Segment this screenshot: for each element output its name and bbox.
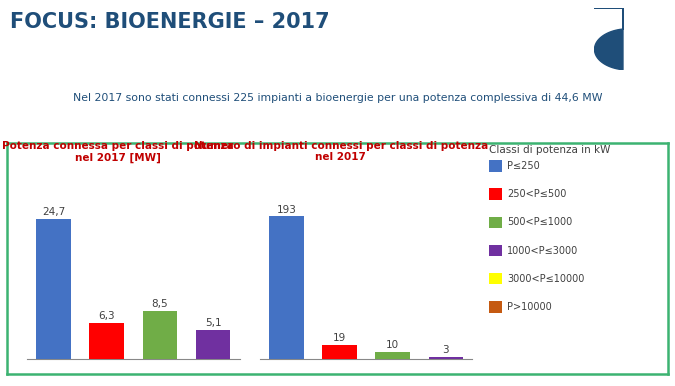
Text: 19: 19 [333, 333, 346, 343]
Text: 8,5: 8,5 [152, 299, 168, 309]
Text: Potenza connessa per classi di potenza
nel 2017 [MW]: Potenza connessa per classi di potenza n… [2, 141, 234, 163]
Text: 500<P≤1000: 500<P≤1000 [507, 217, 572, 227]
Text: 5,1: 5,1 [205, 318, 221, 328]
Text: 6,3: 6,3 [99, 312, 115, 321]
Text: FOCUS: BIOENERGIE – 2017: FOCUS: BIOENERGIE – 2017 [10, 12, 330, 32]
Text: Classi di potenza in kW: Classi di potenza in kW [489, 145, 611, 155]
Text: Numero di impianti connessi per classi di potenza
nel 2017: Numero di impianti connessi per classi d… [194, 141, 488, 163]
Text: Nel 2017 sono stati connessi 225 impianti a bioenergie per una potenza complessi: Nel 2017 sono stati connessi 225 impiant… [73, 93, 602, 103]
Text: 24,7: 24,7 [42, 207, 65, 217]
Bar [375, 352, 410, 359]
Text: P≤250: P≤250 [507, 161, 540, 171]
Text: 193: 193 [277, 205, 296, 215]
Bar [90, 323, 124, 359]
Bar [323, 345, 357, 359]
Bar [196, 330, 230, 359]
Text: P>10000: P>10000 [507, 302, 551, 312]
Text: 10: 10 [386, 340, 400, 350]
Bar [36, 219, 71, 359]
Bar [142, 311, 177, 359]
Text: 1000<P≤3000: 1000<P≤3000 [507, 245, 578, 256]
Text: 3000<P≤10000: 3000<P≤10000 [507, 274, 585, 284]
Bar [269, 217, 304, 359]
Bar [429, 357, 463, 359]
Text: 3: 3 [443, 345, 450, 355]
Text: 250<P≤500: 250<P≤500 [507, 189, 566, 199]
